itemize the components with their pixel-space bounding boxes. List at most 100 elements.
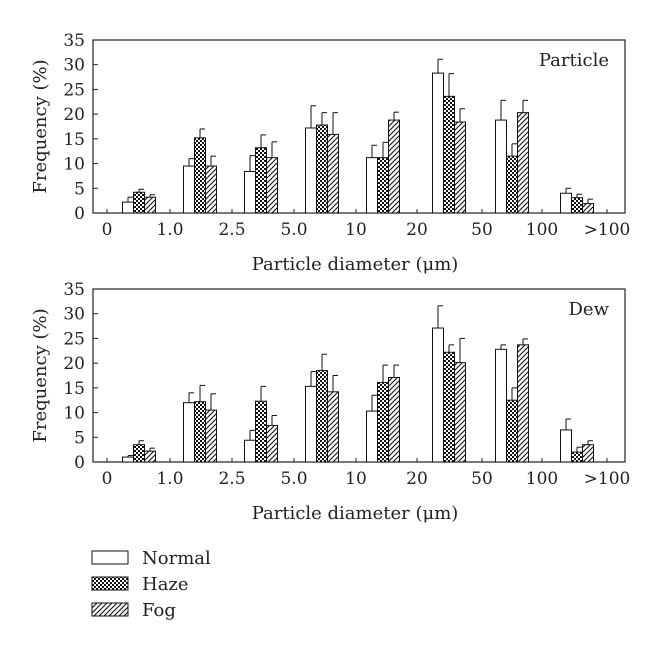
x-tick-label: 1.0: [156, 220, 183, 240]
bar-haze-5: [377, 381, 389, 463]
x-tick-label: 1.0: [156, 469, 183, 489]
bar-fog-4: [327, 391, 339, 463]
y-tick-label: 10: [63, 155, 85, 175]
legend-swatch-fog: [91, 602, 129, 617]
bar-normal-1: [122, 456, 134, 463]
legend-label-fog: Fog: [142, 600, 176, 621]
chart-panel-1: 0 5 10 15 20 25 30 35 0 1.0 2.5 5.0 10 20 50 100 >100 Par…: [30, 31, 630, 275]
plot-frame: [92, 39, 626, 214]
x-tick-label: 20: [406, 220, 428, 240]
legend-swatch-normal: [91, 550, 129, 565]
bar-fog-6: [454, 362, 466, 463]
bar-haze-2: [194, 401, 206, 463]
legend-label-haze: Haze: [142, 574, 189, 595]
bar-haze-5: [377, 157, 389, 214]
bar-haze-3: [255, 147, 267, 214]
y-tick-label: 15: [63, 130, 85, 150]
bar-haze-1: [133, 444, 145, 463]
bar-haze-4: [316, 370, 328, 463]
bar-haze-6: [443, 95, 455, 214]
bar-haze-1: [133, 191, 145, 214]
bar-haze-7: [506, 155, 518, 214]
bar-fog-6: [454, 121, 466, 214]
bar-normal-1: [122, 201, 134, 214]
y-tick-label: 10: [63, 404, 85, 424]
legend-label-normal: Normal: [142, 548, 211, 569]
bar-normal-6: [432, 327, 444, 463]
x-tick-label: >100: [584, 469, 631, 489]
bar-normal-2: [183, 402, 195, 463]
y-tick-label: 20: [63, 354, 85, 374]
bar-fog-8: [582, 444, 594, 463]
y-tick-label: 30: [63, 56, 85, 76]
legend: Normal Haze Fog: [91, 548, 211, 621]
bar-normal-4: [305, 385, 317, 463]
bar-fog-7: [517, 112, 529, 214]
bar-normal-5: [366, 410, 378, 463]
y-axis-label: Frequency (%): [30, 308, 51, 442]
chart-panel-2: 0 5 10 15 20 25 30 35 0 1.0 2.5 5.0 10 20 50 100 >100 Dew…: [30, 280, 630, 524]
legend-swatch-haze: [91, 576, 129, 591]
bar-fog-7: [517, 344, 529, 463]
plot-frame: [92, 288, 626, 463]
bar-haze-4: [316, 124, 328, 214]
y-tick-label: 5: [74, 428, 85, 448]
bar-normal-5: [366, 157, 378, 214]
y-tick-label: 20: [63, 105, 85, 125]
bar-normal-3: [244, 170, 256, 214]
panel-title: Particle: [539, 50, 609, 71]
x-tick-label: 50: [471, 469, 493, 489]
bar-normal-8: [560, 192, 572, 214]
x-tick-label: 2.5: [218, 220, 245, 240]
bar-normal-4: [305, 127, 317, 214]
bar-haze-2: [194, 137, 206, 214]
bar-fog-8: [582, 203, 594, 214]
y-tick-label: 0: [74, 453, 85, 473]
x-tick-label: 20: [406, 469, 428, 489]
bar-normal-3: [244, 439, 256, 463]
bar-fog-2: [205, 409, 217, 463]
y-tick-label: 5: [74, 179, 85, 199]
bar-fog-1: [144, 450, 156, 463]
bar-haze-7: [506, 399, 518, 463]
bar-fog-3: [266, 424, 278, 463]
bar-normal-7: [495, 119, 507, 214]
bar-normal-8: [560, 429, 572, 463]
x-tick-label: 100: [526, 220, 558, 240]
bar-normal-2: [183, 165, 195, 214]
bar-haze-6: [443, 351, 455, 463]
x-axis-label: Particle diameter (μm): [252, 254, 459, 275]
panel-title: Dew: [569, 299, 610, 320]
bar-fog-2: [205, 165, 217, 214]
x-axis-label: Particle diameter (μm): [252, 503, 459, 524]
x-tick-label: 2.5: [218, 469, 245, 489]
x-tick-label: 10: [345, 469, 367, 489]
bar-normal-7: [495, 348, 507, 463]
bar-haze-8: [571, 197, 583, 214]
bar-fog-5: [388, 376, 400, 463]
y-tick-label: 15: [63, 379, 85, 399]
bar-haze-3: [255, 400, 267, 463]
x-tick-label: 0: [102, 469, 113, 489]
x-tick-label: 5.0: [280, 469, 307, 489]
x-tick-label: >100: [584, 220, 631, 240]
bar-fog-3: [266, 157, 278, 214]
y-tick-label: 25: [63, 329, 85, 349]
bar-haze-8: [571, 451, 583, 463]
bar-fog-1: [144, 196, 156, 214]
y-tick-label: 25: [63, 80, 85, 100]
x-tick-label: 100: [526, 469, 558, 489]
x-tick-label: 5.0: [280, 220, 307, 240]
bar-fog-4: [327, 133, 339, 214]
y-tick-label: 0: [74, 204, 85, 224]
x-tick-label: 0: [102, 220, 113, 240]
y-axis-label: Frequency (%): [30, 59, 51, 193]
x-tick-label: 10: [345, 220, 367, 240]
y-tick-label: 35: [63, 280, 85, 300]
x-tick-label: 50: [471, 220, 493, 240]
y-tick-label: 35: [63, 31, 85, 51]
bar-normal-6: [432, 72, 444, 214]
y-tick-label: 30: [63, 305, 85, 325]
bar-fog-5: [388, 119, 400, 214]
